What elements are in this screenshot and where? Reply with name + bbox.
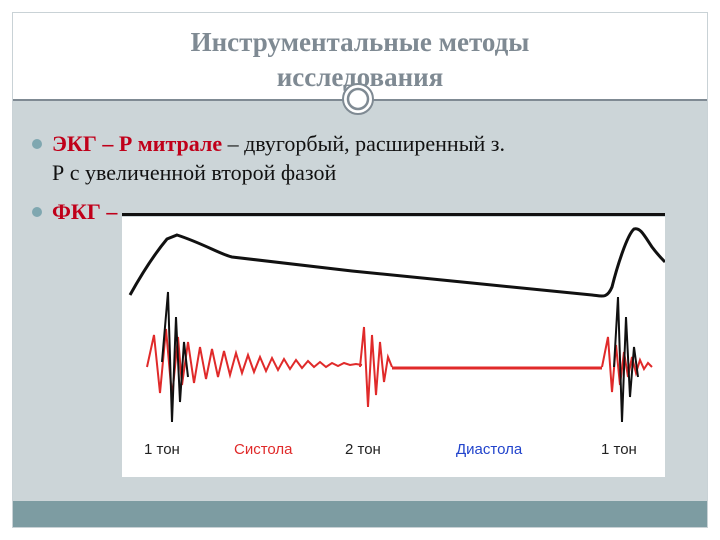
label-diastole: Диастола [456, 441, 523, 458]
circle-ornament-icon [342, 83, 374, 115]
label-tone1-right: 1 тон [601, 441, 637, 458]
figure-top-line [122, 213, 665, 216]
phonocardiogram-figure: 1 тон Систола 2 тон Диастола 1 тон [122, 217, 667, 477]
slide-title: Инструментальные методы исследования [13, 25, 707, 95]
first-tone-left [161, 291, 189, 423]
bullet-ekg: ЭКГ – Р митрале – двугорбый, расширенный… [52, 129, 702, 159]
second-tone [359, 326, 393, 408]
ekg-term: ЭКГ – Р митрале [52, 131, 223, 156]
fkg-term: ФКГ – [52, 199, 118, 224]
phonocardiogram-svg [128, 227, 667, 423]
bullet-ekg-line2: Р с увеличенной второй фазой [52, 160, 337, 185]
label-systole: Систола [234, 441, 293, 458]
bullet-dot [32, 139, 42, 149]
slide-frame [12, 12, 708, 528]
footer-bar [13, 501, 707, 527]
first-tone-right-black [613, 296, 639, 423]
label-tone1-left: 1 тон [144, 441, 180, 458]
bullet-dot [32, 207, 42, 217]
pulse-curve [128, 227, 667, 298]
label-tone2: 2 тон [345, 441, 381, 458]
title-line-1: Инструментальные методы [190, 27, 530, 57]
ekg-description: – двугорбый, расширенный з. [222, 131, 505, 156]
